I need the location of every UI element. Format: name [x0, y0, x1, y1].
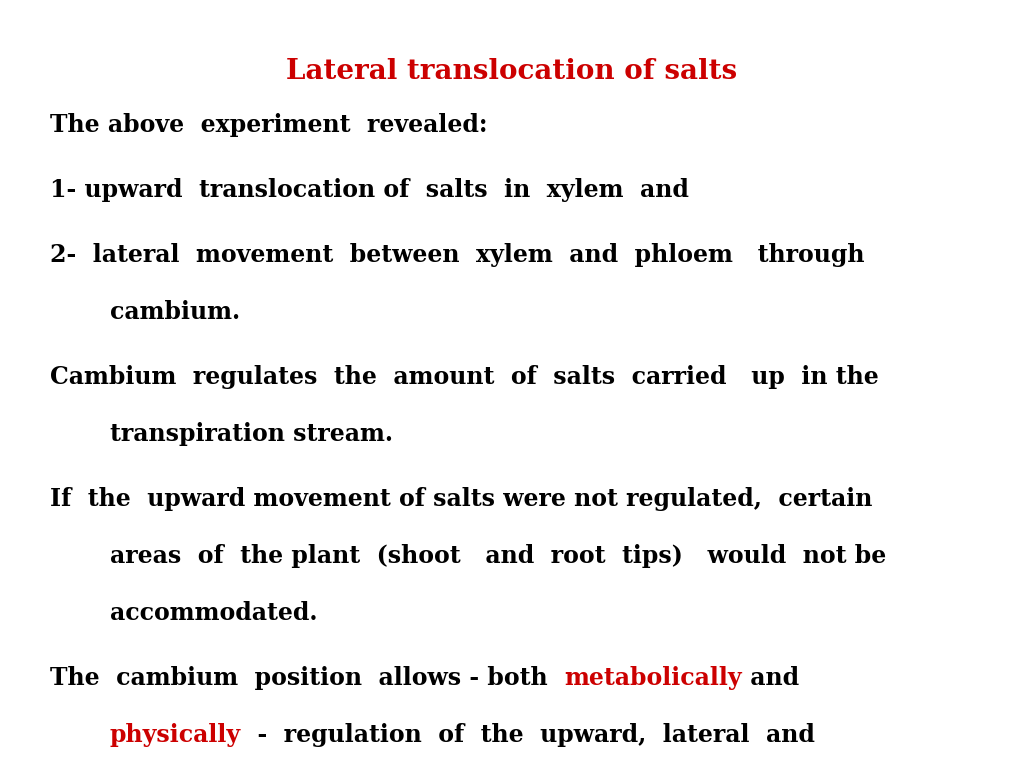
Text: If  the  upward movement of salts were not regulated,  certain: If the upward movement of salts were not… [50, 487, 872, 511]
Text: Lateral translocation of salts: Lateral translocation of salts [287, 58, 737, 85]
Text: The above  experiment  revealed:: The above experiment revealed: [50, 113, 487, 137]
Text: 2-  lateral  movement  between  xylem  and  phloem   through: 2- lateral movement between xylem and ph… [50, 243, 864, 267]
Text: and: and [741, 666, 799, 690]
Text: metabolically: metabolically [564, 666, 741, 690]
Text: physically: physically [110, 723, 241, 747]
Text: accommodated.: accommodated. [110, 601, 317, 625]
Text: The  cambium  position  allows - both: The cambium position allows - both [50, 666, 564, 690]
Text: Cambium  regulates  the  amount  of  salts  carried   up  in the: Cambium regulates the amount of salts ca… [50, 365, 879, 389]
Text: areas  of  the plant  (shoot   and  root  tips)   would  not be: areas of the plant (shoot and root tips)… [110, 544, 886, 568]
Text: -  regulation  of  the  upward,  lateral  and: - regulation of the upward, lateral and [241, 723, 815, 747]
Text: transpiration stream.: transpiration stream. [110, 422, 393, 446]
Text: cambium.: cambium. [110, 300, 240, 324]
Text: 1- upward  translocation of  salts  in  xylem  and: 1- upward translocation of salts in xyle… [50, 178, 689, 202]
